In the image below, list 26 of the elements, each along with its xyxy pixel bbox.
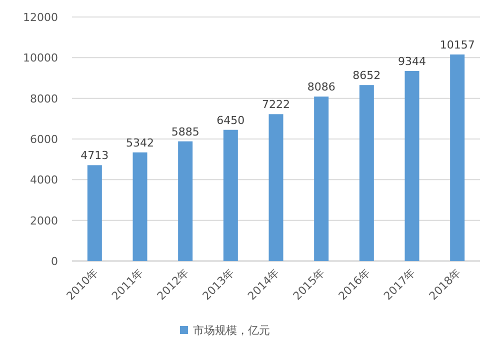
bar — [404, 71, 420, 261]
y-tick-label: 4000 — [30, 174, 58, 187]
y-tick-label: 12000 — [23, 11, 58, 24]
bar — [223, 130, 238, 261]
data-label: 7222 — [262, 98, 290, 112]
bar — [450, 54, 465, 261]
data-label: 5885 — [171, 125, 200, 138]
y-tick-label: 0 — [51, 255, 58, 268]
data-label: 8086 — [307, 80, 336, 94]
y-tick-label: 10000 — [23, 52, 58, 65]
bar — [87, 165, 102, 261]
bar — [359, 85, 374, 261]
y-tick-label: 8000 — [30, 92, 58, 106]
data-label: 4713 — [80, 149, 109, 162]
bar — [314, 96, 329, 261]
data-label: 9344 — [398, 55, 426, 68]
legend-label: 市场规模，亿元 — [193, 324, 270, 337]
y-tick-label: 6000 — [30, 133, 58, 146]
data-label: 8652 — [352, 69, 381, 82]
data-label: 6450 — [216, 114, 245, 127]
bar — [178, 141, 193, 261]
data-label: 5342 — [126, 136, 154, 150]
bar — [132, 152, 148, 261]
bar — [268, 114, 284, 261]
data-label: 10157 — [440, 38, 475, 52]
y-tick-label: 2000 — [30, 214, 58, 228]
